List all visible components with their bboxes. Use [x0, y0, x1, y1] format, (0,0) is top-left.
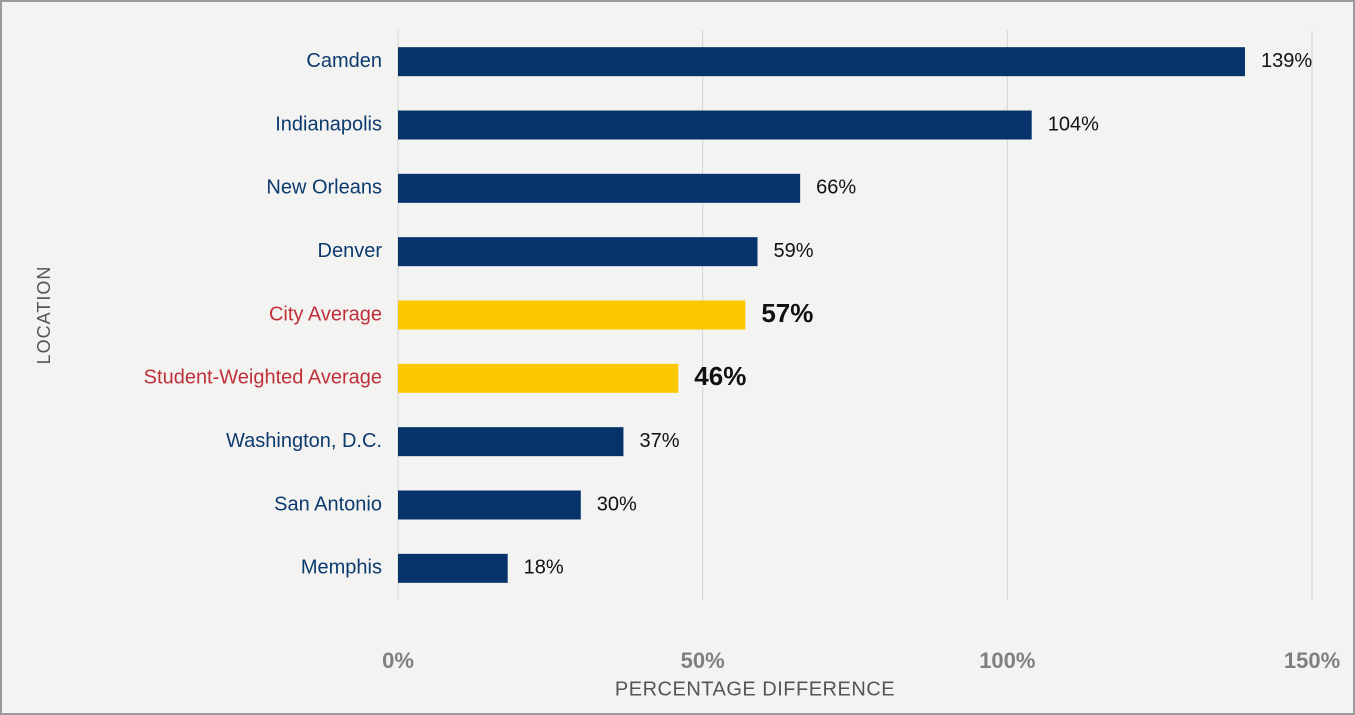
y-tick-label: Student-Weighted Average [144, 367, 382, 389]
bar [398, 300, 746, 330]
y-tick-label: Memphis [301, 557, 382, 579]
data-label: 139% [1261, 50, 1312, 72]
y-tick-label: New Orleans [266, 177, 382, 199]
bar [398, 47, 1245, 77]
bar [398, 490, 581, 520]
y-tick-label: Camden [306, 50, 382, 72]
y-tick-label: Denver [318, 240, 383, 262]
bar [398, 363, 679, 393]
y-axis-title: LOCATION [34, 266, 54, 365]
data-label: 66% [816, 177, 856, 199]
bar [398, 427, 624, 457]
x-tick-label: 50% [681, 648, 725, 673]
data-label: 18% [524, 557, 564, 579]
data-label: 104% [1048, 113, 1099, 135]
x-tick-label: 0% [382, 648, 414, 673]
y-tick-label: City Average [269, 303, 382, 325]
bar [398, 110, 1032, 140]
bar [398, 553, 508, 583]
x-axis-title: PERCENTAGE DIFFERENCE [615, 678, 895, 700]
y-tick-label: Washington, D.C. [226, 430, 382, 452]
y-tick-label: Indianapolis [275, 113, 382, 135]
data-label: 46% [694, 361, 746, 391]
x-tick-label: 100% [979, 648, 1035, 673]
data-label: 57% [761, 298, 813, 328]
data-label: 37% [639, 430, 679, 452]
data-label: 59% [774, 240, 814, 262]
bar [398, 237, 758, 267]
bar [398, 173, 801, 203]
x-tick-label: 150% [1284, 648, 1340, 673]
data-label: 30% [597, 493, 637, 515]
y-tick-label: San Antonio [274, 493, 382, 515]
